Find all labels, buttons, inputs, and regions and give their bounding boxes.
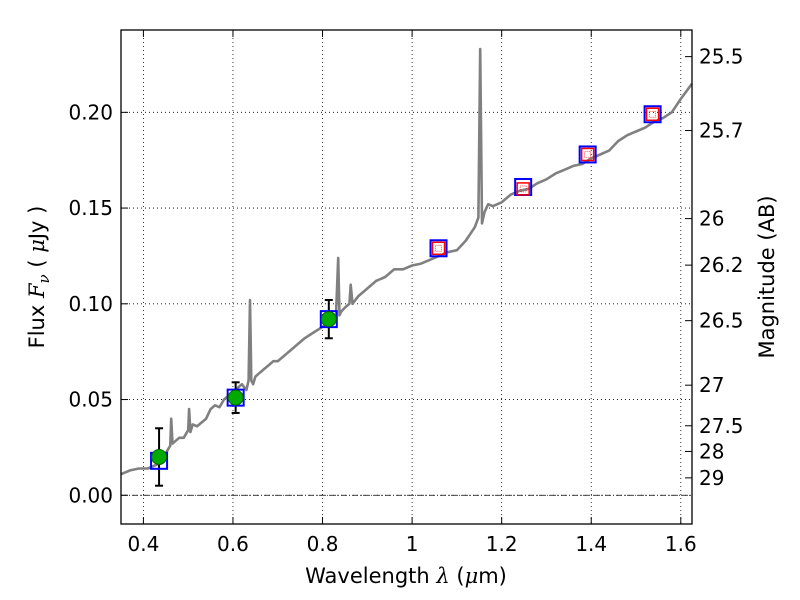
y-axis-label-paren: ( (25, 253, 49, 275)
x-tick-label: 0.6 (217, 532, 249, 556)
x-axis-label: Wavelength λ (μm) (305, 564, 507, 588)
y-tick-label: 0.15 (68, 196, 113, 220)
grid-layer (121, 30, 692, 524)
observed-photometry-point (320, 311, 337, 328)
x-axis-label-lambda: λ (435, 564, 449, 588)
x-tick-label: 0.4 (127, 532, 159, 556)
upper-limit-square (580, 147, 595, 162)
y-axis-label-nu: ν (35, 274, 53, 283)
model-photometry-square (578, 145, 597, 164)
y2-tick-label: 29 (699, 466, 724, 490)
x-tick-label: 0.8 (307, 532, 339, 556)
model-photometry-square (643, 105, 662, 124)
y2-tick-label: 26 (699, 207, 724, 231)
x-axis-label-unit: m) (478, 564, 507, 588)
y2-axis-label: Magnitude (AB) (755, 195, 779, 358)
upper-limit-square (516, 182, 530, 196)
y-tick-label: 0.10 (68, 292, 113, 316)
upper-limit-inner (649, 110, 656, 118)
upper-limit-inner (584, 151, 592, 158)
y-axis-label-mu: μ (25, 239, 49, 253)
y-axis-label-F: F (25, 282, 49, 299)
y-tick-label: 0.05 (68, 388, 113, 412)
y-axis-label: Flux Fν ( μJy ) (25, 206, 53, 349)
observed-photometry-point (227, 389, 244, 406)
spectrum-layer (120, 47, 694, 476)
axes-frame (120, 29, 693, 525)
y-axis-label-unit: Jy ) (25, 206, 49, 242)
x-axis-label-paren: ( (450, 564, 465, 588)
x-tick-label: 1.4 (575, 532, 607, 556)
upper-limit-inner (519, 185, 527, 193)
upper-limit-square (645, 107, 660, 121)
y2-tick-label: 26.2 (699, 253, 744, 277)
observed-photometry-point (151, 448, 168, 465)
y2-tick-label: 27 (699, 373, 724, 397)
upper-limit-square (431, 241, 446, 256)
model-photometry-square (429, 239, 448, 258)
y-tick-label: 0.20 (68, 100, 113, 124)
y2-tick-label: 26.5 (699, 309, 744, 333)
y2-tick-label: 27.5 (699, 414, 744, 438)
x-tick-label: 1.2 (486, 532, 518, 556)
y-axis-label-text: Flux (25, 298, 49, 348)
y2-tick-label: 25.5 (699, 45, 744, 69)
spectrum-line (120, 47, 694, 476)
tick-layer: 0.4 0.6 0.8 1 1.2 1.4 1.6 0.00 0.05 0.10 0.15 0.20 2… (68, 30, 744, 556)
x-tick-label: 1 (406, 532, 419, 556)
photometry-layer (150, 105, 662, 487)
upper-limit-inner (435, 244, 442, 252)
x-axis-label-mu: μ (465, 564, 479, 588)
y-tick-label: 0.00 (68, 483, 113, 507)
plot-frame (120, 29, 693, 525)
x-tick-label: 1.6 (665, 532, 697, 556)
y2-tick-label: 28 (699, 439, 724, 463)
x-axis-label-text: Wavelength (305, 564, 436, 588)
y2-tick-label: 25.7 (699, 119, 744, 143)
